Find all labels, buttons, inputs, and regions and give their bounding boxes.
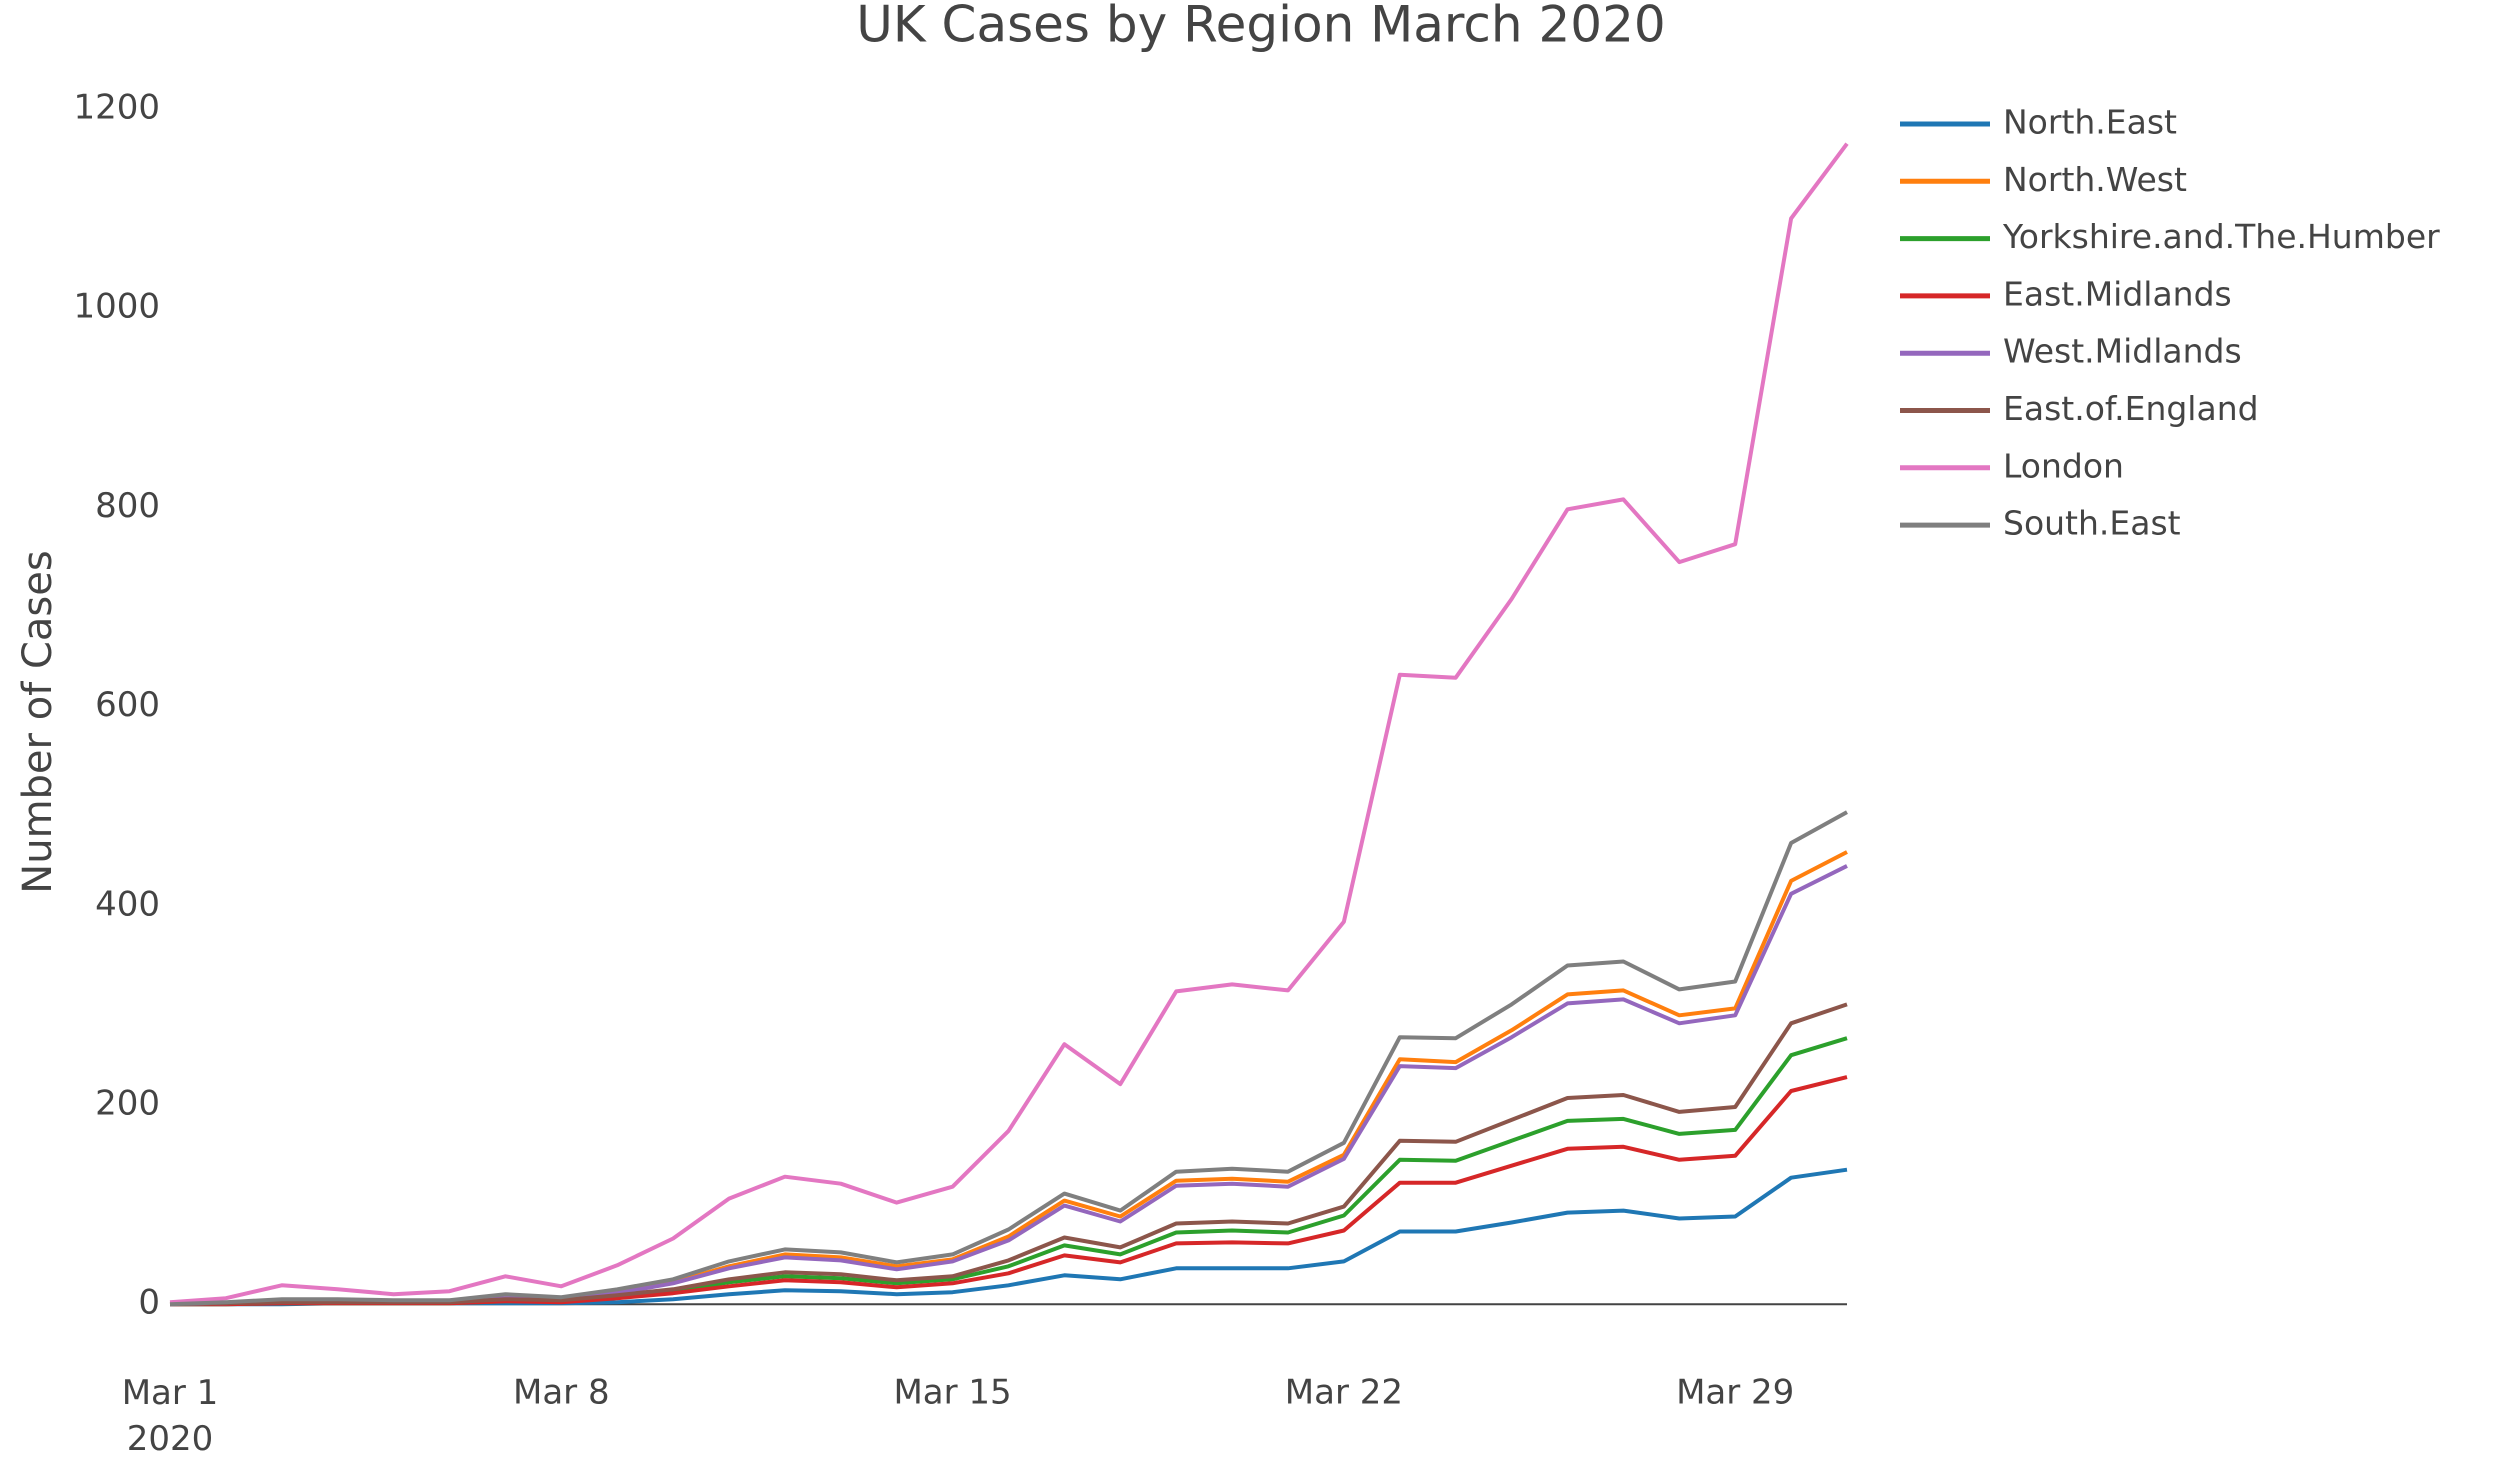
series-line [169,1002,1848,1307]
legend-label: North.East [2003,103,2177,142]
legend-label: Yorkshire.and.The.Humber [2002,217,2440,256]
x-tick-label: Mar 29 [1676,1373,1794,1413]
legend-label: North.West [2003,160,2187,199]
x-tick-label: Mar 8 [513,1373,610,1413]
x-tick-label: Mar 15 [893,1373,1011,1413]
y-tick-label: 800 [95,486,160,526]
legend-label: East.Midlands [2003,274,2232,313]
chart-title: UK Cases by Region March 2020 [856,0,1665,54]
legend-label: East.of.England [2003,389,2259,428]
x-tick-label: Mar 22 [1285,1373,1403,1413]
y-tick-label: 0 [138,1283,160,1323]
y-tick-label: 200 [95,1083,160,1123]
y-tick-label: 600 [95,685,160,725]
legend-label: South.East [2003,504,2181,543]
y-axis-title: Number of Cases [15,550,61,893]
series-line [170,1075,1848,1307]
y-tick-label: 1000 [73,287,160,327]
series-line [169,850,1848,1307]
legend-label: West.Midlands [2003,332,2242,371]
series-line [170,1036,1848,1307]
legend-label: London [2003,446,2124,485]
series-line [169,864,1848,1307]
y-tick-label: 1200 [73,87,160,127]
series-line [169,142,1849,1305]
y-tick-label: 400 [95,884,160,924]
x-tick-label: Mar 1 2020 [122,1373,219,1459]
series-line [169,810,1848,1307]
